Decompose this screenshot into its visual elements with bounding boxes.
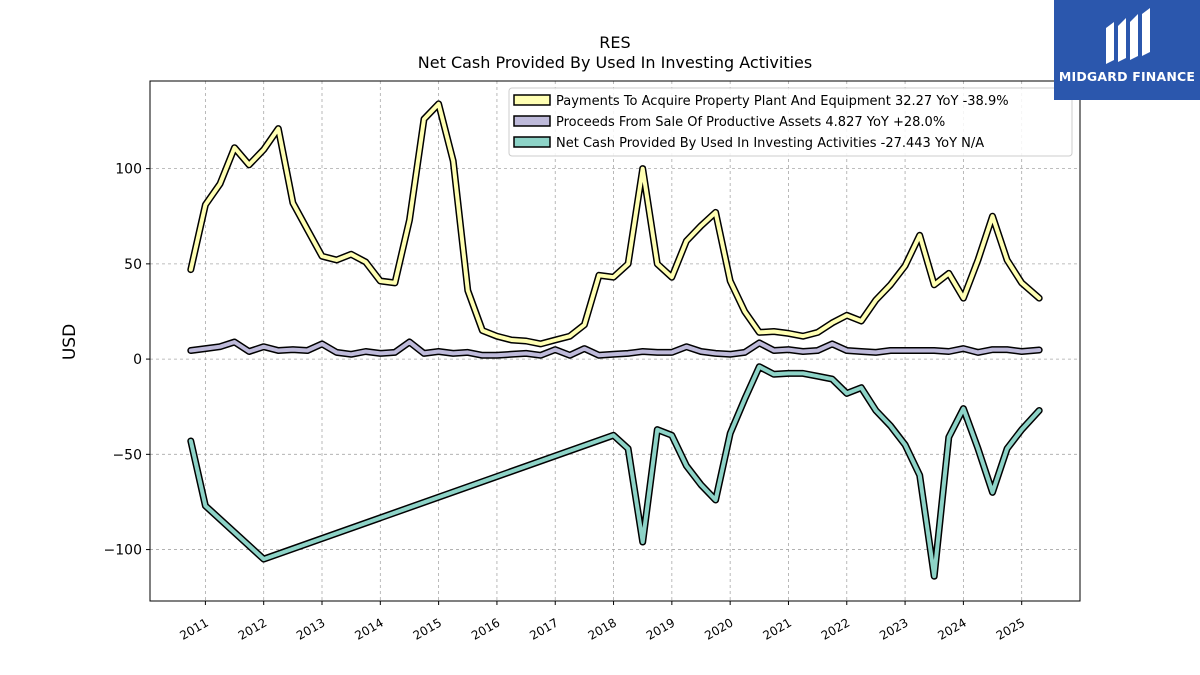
x-tick-label: 2021 [761,615,794,642]
legend-entry: Payments To Acquire Property Plant And E… [556,94,1009,109]
x-tick-label: 2017 [527,615,560,642]
x-tick-label: 2013 [294,615,327,642]
series-1 [187,100,1043,348]
y-tick-label: −50 [112,447,142,463]
x-tick-label: 2019 [644,615,677,642]
legend-swatch [513,136,551,148]
chart-title: RES [599,33,630,52]
x-tick-label: 2020 [702,615,735,642]
legend: Payments To Acquire Property Plant And E… [508,87,1073,157]
logo-text: MIDGARD FINANCE [1058,69,1196,84]
logo: MIDGARD FINANCE [1054,0,1200,100]
axes: −100 −50 0 50 100 2011 2012 2013 2014 2015 2016 201… [104,162,1028,643]
x-tick-label: 2014 [352,615,385,642]
chart-subtitle: Net Cash Provided By Used In Investing A… [418,53,812,72]
y-tick-label: 50 [124,257,142,273]
x-tick-label: 2016 [469,615,502,642]
x-tick-label: 2023 [877,615,910,642]
series-line [188,340,1042,358]
series-2 [187,338,1043,359]
legend-entry: Net Cash Provided By Used In Investing A… [556,136,984,151]
legend-swatch [513,94,551,106]
series-3 [187,363,1043,580]
series-line-outline [187,363,1043,580]
x-tick-label: 2024 [935,615,968,642]
x-tick-label: 2018 [586,615,619,642]
plot-frame [149,80,1081,602]
y-tick-label: −100 [104,543,142,559]
series-layer [187,100,1043,580]
y-tick-label: 0 [133,352,142,368]
gridlines [150,81,1080,601]
series-line [188,364,1042,579]
series-line [188,101,1042,346]
y-tick-label: 100 [115,162,142,178]
x-tick-label: 2022 [819,615,852,642]
x-tick-label: 2015 [411,615,444,642]
x-tick-label: 2025 [994,615,1027,642]
x-tick-label: 2011 [177,615,210,642]
y-axis-label: USD [60,324,80,360]
logo-mark-icon [1106,8,1150,64]
legend-entry: Proceeds From Sale Of Productive Assets … [556,115,945,130]
legend-swatch [513,115,551,127]
legend-box [508,87,1073,157]
x-tick-label: 2012 [236,615,269,642]
